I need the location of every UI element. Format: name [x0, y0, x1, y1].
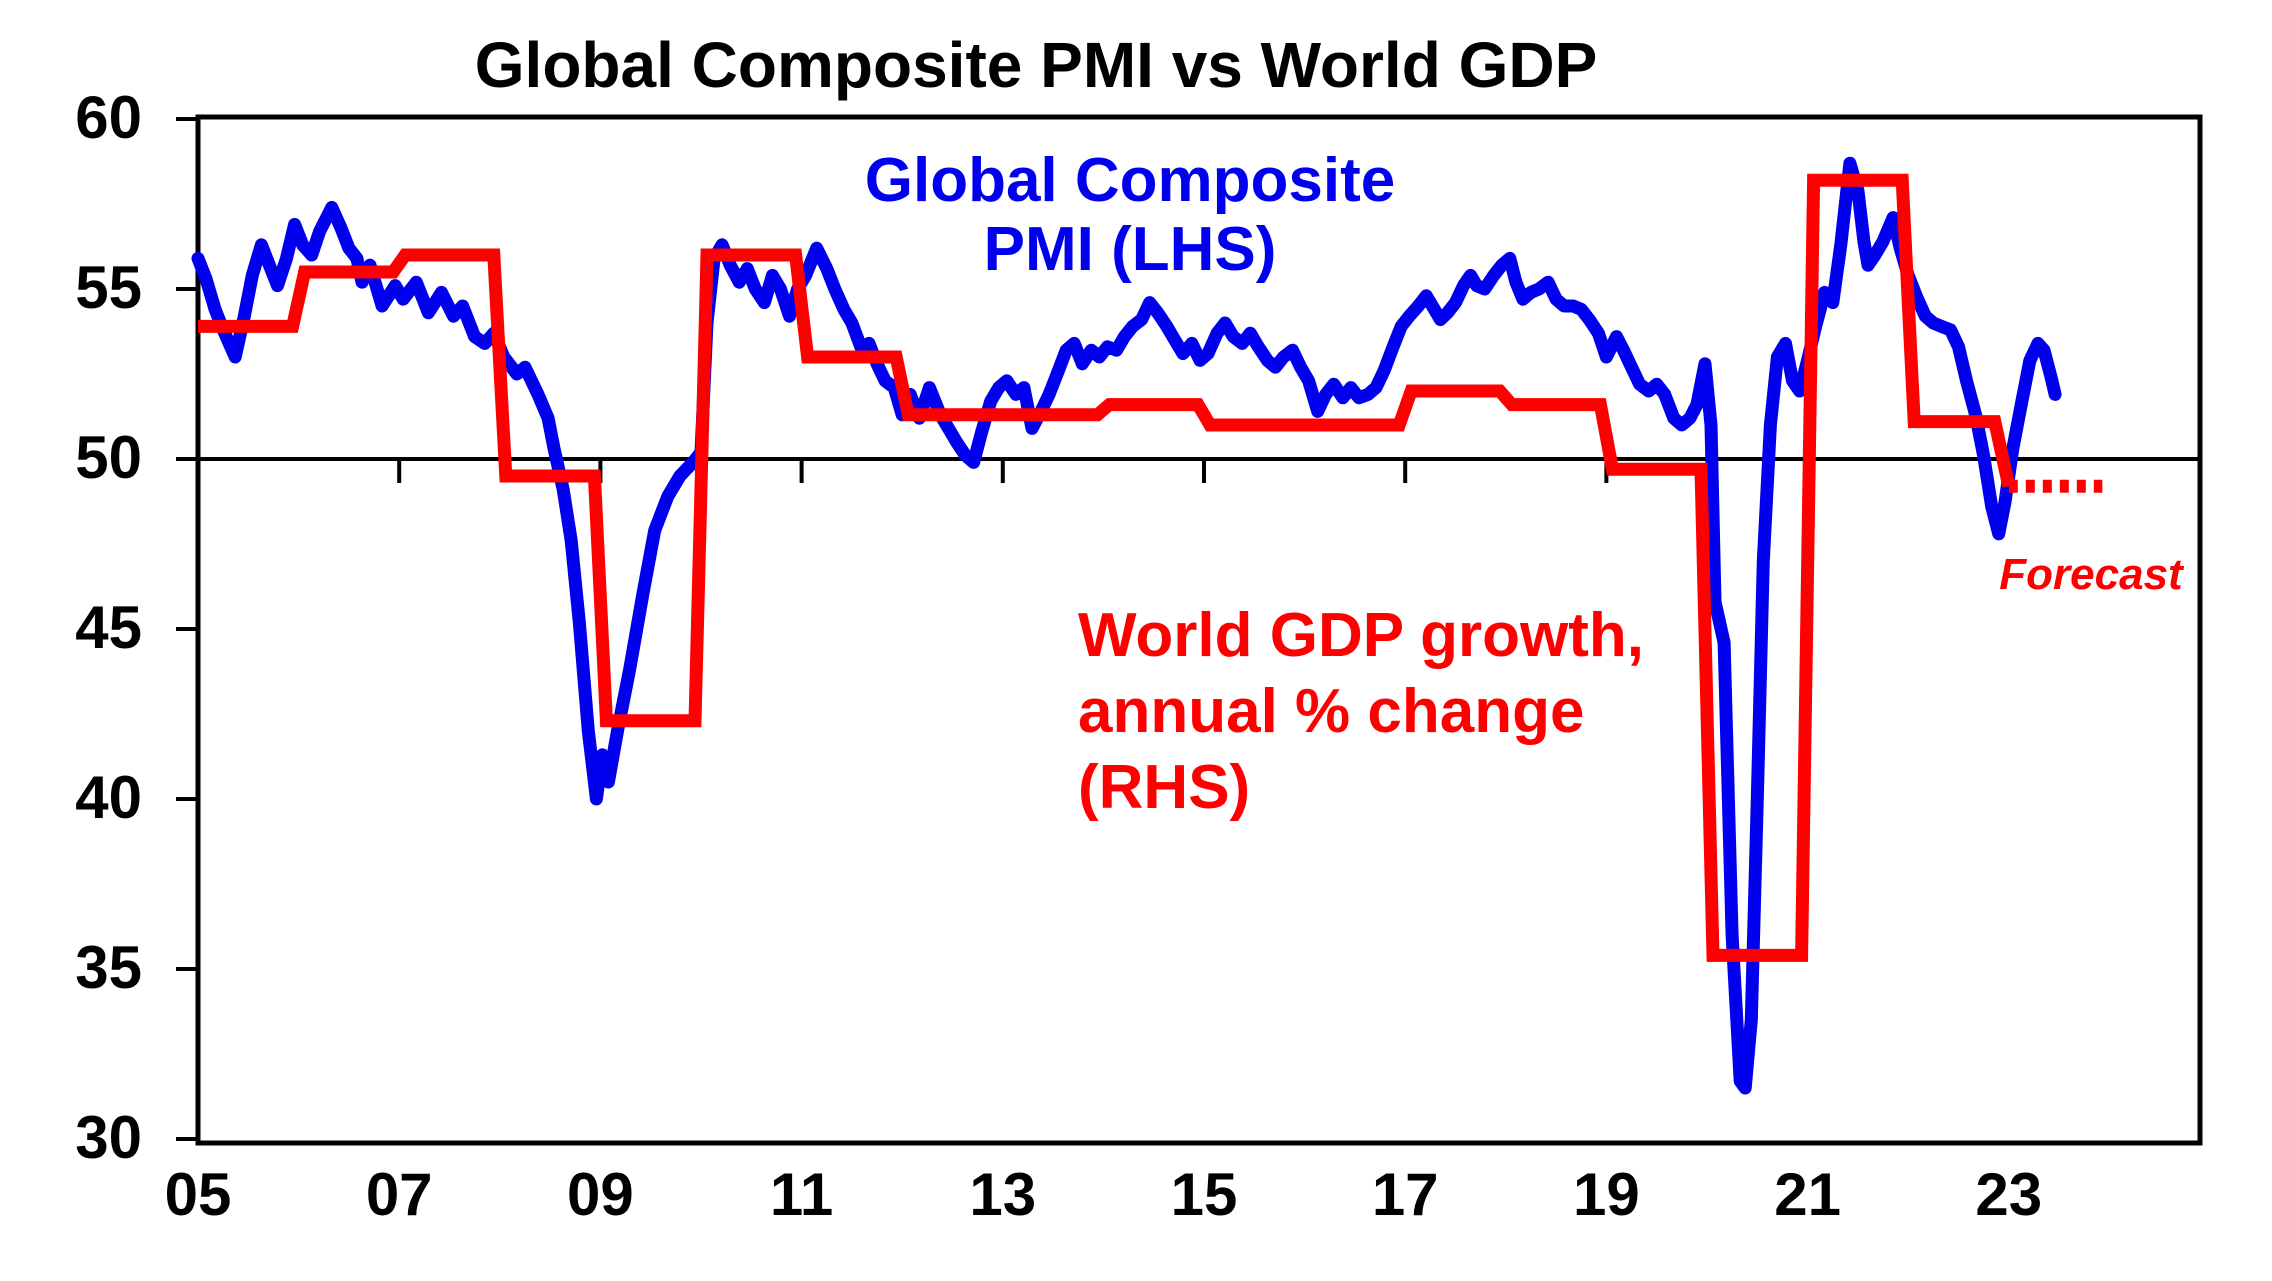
x-axis-tick-label: 19: [1573, 1161, 1640, 1228]
y-axis-tick-label: 35: [75, 933, 142, 1001]
x-axis-tick-label: 17: [1371, 1161, 1439, 1228]
x-axis-tick-label: 11: [769, 1161, 834, 1228]
y-axis-tick-label: 40: [75, 763, 142, 831]
forecast-label: Forecast: [1999, 550, 2183, 599]
y-axis-tick-label: 55: [75, 253, 142, 321]
y-axis-tick-label: 60: [75, 83, 142, 151]
x-axis-tick-label: 15: [1170, 1161, 1238, 1228]
gdp-series-label-line2: annual % change: [1078, 677, 1585, 746]
x-axis-tick-label: 09: [567, 1161, 634, 1228]
pmi-line: [191, 156, 2062, 1095]
pmi-series-label-line1: Global Composite: [864, 146, 1396, 215]
pmi-series-label: Global Composite PMI (LHS): [830, 146, 1430, 284]
x-axis-tick-label: 07: [365, 1161, 433, 1228]
x-axis-tick-label: 21: [1774, 1161, 1841, 1228]
gdp-series-label-line3: (RHS): [1078, 753, 1251, 822]
x-axis-tick-label: 05: [164, 1161, 232, 1228]
gdp-step-line: [198, 173, 2016, 962]
x-axis-tick-label: 23: [1975, 1161, 2043, 1228]
y-axis-tick-label: 45: [75, 593, 142, 661]
y-axis-tick-label: 50: [75, 423, 142, 491]
pmi-series-label-line2: PMI (LHS): [983, 215, 1277, 284]
y-axis-tick-label: 30: [75, 1103, 142, 1171]
chart-title: Global Composite PMI vs World GDP: [474, 29, 1598, 101]
gdp-series-label: World GDP growth, annual % change (RHS): [1078, 598, 1644, 826]
gdp-series-label-line1: World GDP growth,: [1078, 601, 1645, 670]
x-axis-tick-label: 13: [969, 1161, 1037, 1228]
